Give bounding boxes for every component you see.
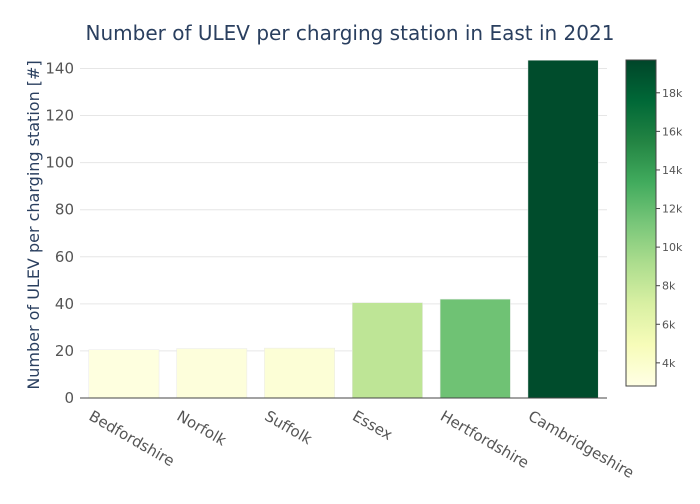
bar-bedfordshire xyxy=(88,349,160,399)
colorbar-tick-label: 18k xyxy=(662,87,683,100)
colorbar-tick-label: 12k xyxy=(662,203,683,216)
gridlines xyxy=(80,67,607,352)
bar-norfolk xyxy=(176,348,248,399)
y-tick-label: 120 xyxy=(45,107,74,125)
colorbar-tick-label: 6k xyxy=(662,318,676,331)
colorbar-gradient xyxy=(625,59,657,387)
y-tick-label: 140 xyxy=(45,59,74,77)
colorbar: 4k 6k 8k 10k 12k 14k 16k 18k xyxy=(625,59,683,387)
bar-hertfordshire xyxy=(439,298,511,399)
y-tick-label: 0 xyxy=(64,389,74,407)
x-tick-label: Essex xyxy=(349,407,395,444)
y-tick-label: 40 xyxy=(55,295,74,313)
colorbar-tick-label: 4k xyxy=(662,357,676,370)
y-tick-label: 100 xyxy=(45,154,74,172)
y-tick-label: 80 xyxy=(55,201,74,219)
bar-cambridgeshire xyxy=(527,59,599,399)
y-tick-label: 60 xyxy=(55,248,74,266)
x-tick-label: Cambridgeshire xyxy=(525,407,637,482)
colorbar-tick-label: 16k xyxy=(662,125,683,138)
bars xyxy=(88,59,599,399)
x-tick-label: Norfolk xyxy=(174,407,230,450)
y-tick-labels: 0 20 40 60 80 100 120 140 xyxy=(45,59,74,407)
bar-suffolk xyxy=(264,347,335,399)
x-tick-label: Hertfordshire xyxy=(437,407,532,472)
colorbar-tick-label: 10k xyxy=(662,241,683,254)
colorbar-tick-label: 8k xyxy=(662,280,676,293)
bar-essex xyxy=(352,302,423,399)
x-tick-label: Suffolk xyxy=(262,407,316,448)
x-tick-label: Bedfordshire xyxy=(86,407,178,470)
chart-title: Number of ULEV per charging station in E… xyxy=(86,21,615,45)
colorbar-tick-label: 14k xyxy=(662,164,683,177)
colorbar-tick-labels: 4k 6k 8k 10k 12k 14k 16k 18k xyxy=(656,87,683,370)
y-axis-title: Number of ULEV per charging station [#] xyxy=(24,60,43,389)
y-tick-label: 20 xyxy=(55,342,74,360)
